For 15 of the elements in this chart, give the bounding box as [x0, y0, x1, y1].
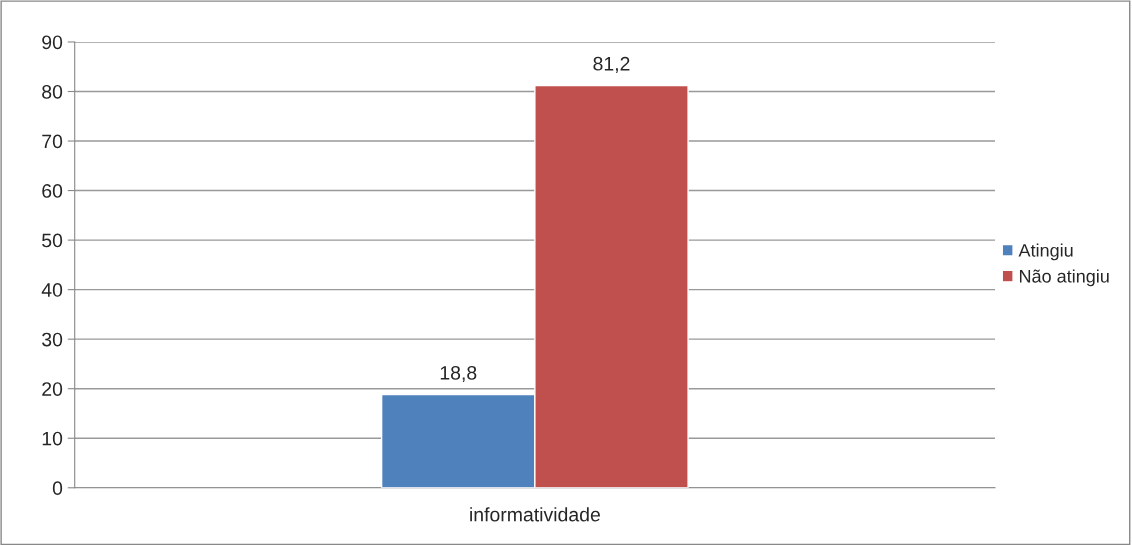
y-tick-label: 60: [42, 184, 63, 198]
y-tick-label: 80: [42, 84, 63, 99]
y-tick-label: 10: [42, 431, 63, 446]
x-tick-label: informatividade: [470, 507, 600, 522]
y-tick-label: 20: [42, 382, 63, 396]
legend-label: Atingiu: [1018, 243, 1073, 261]
y-tick-label: 0: [52, 481, 63, 496]
y-tick-label: 50: [42, 233, 63, 248]
data-label: 81,2: [593, 56, 630, 73]
y-tick-label: 30: [42, 332, 63, 347]
y-tick-label: 70: [42, 134, 63, 149]
y-tick-label: 90: [42, 35, 63, 50]
data-label: 18,8: [440, 365, 477, 382]
y-tick-label: 40: [41, 283, 63, 297]
legend-label: Não atingiu: [1019, 269, 1109, 287]
